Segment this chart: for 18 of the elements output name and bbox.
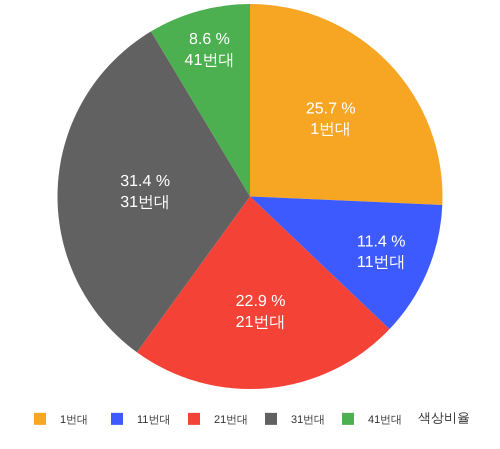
slice-label: 1번대	[310, 121, 352, 138]
legend-label: 11번대	[137, 414, 170, 426]
legend-label: 31번대	[291, 414, 326, 426]
slice-label: 11번대	[356, 254, 406, 272]
pie-slice	[150, 4, 250, 196]
legend-label: 1번대	[60, 414, 88, 426]
slice-label: 31번대	[120, 194, 170, 211]
data-label: 31.4 %	[120, 172, 170, 190]
slice-label: 41번대	[184, 52, 234, 69]
legend-label: 21번대	[214, 414, 248, 426]
text: 색상비율	[418, 410, 470, 425]
data-label: 11.4 %	[356, 233, 406, 250]
data-label: 22.9 %	[236, 293, 286, 310]
legend-label: 41번대	[368, 414, 402, 426]
data-label: 8.6 %	[188, 31, 230, 48]
slice-label: 21번대	[236, 314, 286, 331]
pie-slice	[250, 4, 442, 205]
data-label: 25.7 %	[306, 100, 356, 118]
